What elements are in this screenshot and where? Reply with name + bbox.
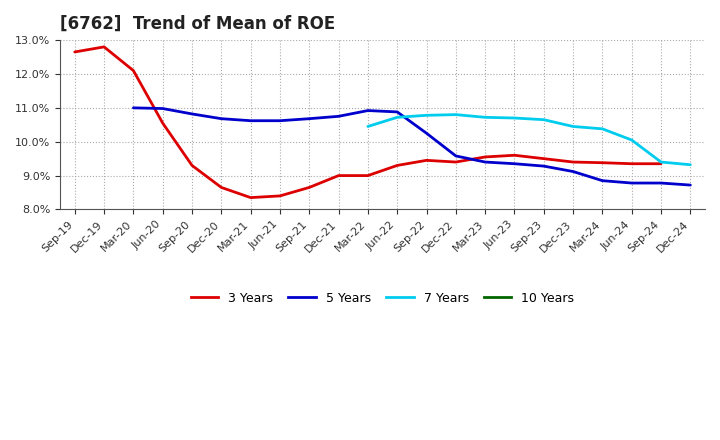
Legend: 3 Years, 5 Years, 7 Years, 10 Years: 3 Years, 5 Years, 7 Years, 10 Years: [186, 287, 579, 310]
Text: [6762]  Trend of Mean of ROE: [6762] Trend of Mean of ROE: [60, 15, 336, 33]
